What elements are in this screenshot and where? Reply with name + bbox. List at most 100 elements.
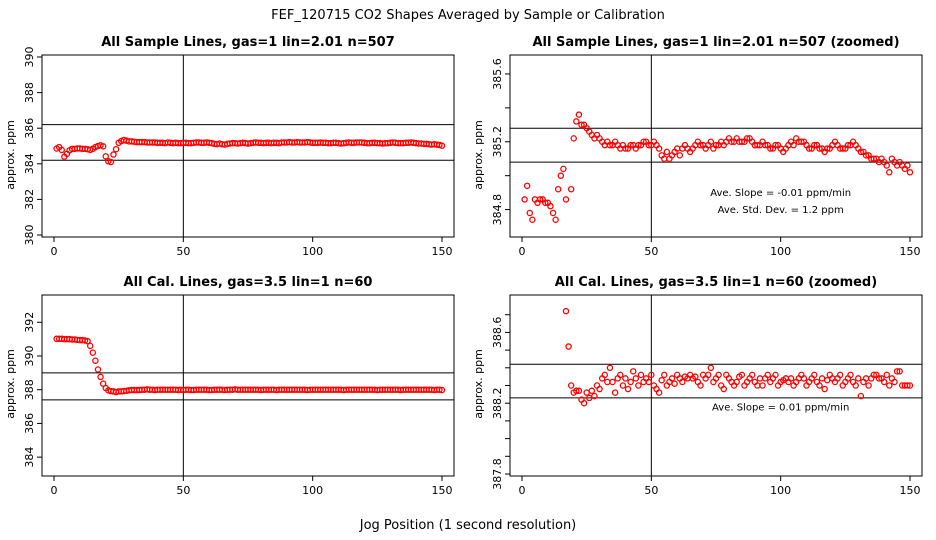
data-point xyxy=(575,111,583,118)
data-point xyxy=(761,141,769,149)
data-point xyxy=(658,376,665,384)
data-point xyxy=(661,371,668,379)
y-tick-label: 385.2 xyxy=(491,126,504,158)
data-point xyxy=(619,382,627,389)
data-point xyxy=(92,357,99,364)
data-point xyxy=(97,373,104,381)
y-tick-label: 386 xyxy=(23,413,36,434)
data-point xyxy=(596,385,603,393)
data-point xyxy=(552,216,559,223)
y-tick-label: 388.6 xyxy=(491,317,504,349)
data-point xyxy=(640,138,647,146)
data-point xyxy=(547,202,554,210)
data-point xyxy=(748,371,756,379)
data-point xyxy=(645,378,652,386)
data-point xyxy=(883,371,890,379)
data-point xyxy=(862,152,870,159)
data-point xyxy=(84,337,91,345)
data-point xyxy=(697,141,704,149)
data-point xyxy=(663,148,671,156)
data-point xyxy=(880,378,888,386)
data-point xyxy=(570,135,577,142)
data-point xyxy=(58,146,66,154)
data-point xyxy=(645,141,652,149)
data-point xyxy=(112,145,120,153)
y-tick-label: 385.6 xyxy=(491,58,504,90)
x-tick-label: 100 xyxy=(302,484,323,497)
y-tick-label: 384 xyxy=(23,153,36,174)
x-tick-label: 150 xyxy=(900,484,921,497)
x-tick-label: 150 xyxy=(900,245,921,258)
y-tick-label: 384 xyxy=(23,447,36,468)
data-point xyxy=(438,386,446,394)
data-point xyxy=(542,199,549,207)
data-point xyxy=(635,141,642,149)
y-tick-label: 388.2 xyxy=(491,387,504,419)
data-point xyxy=(875,375,883,382)
data-point xyxy=(627,378,634,386)
data-point xyxy=(567,382,575,389)
data-point xyxy=(855,375,862,382)
data-point xyxy=(655,389,663,396)
annotation: Ave. Slope = -0.01 ppm/min xyxy=(710,188,851,199)
data-point xyxy=(896,368,903,375)
y-axis-label: approx. ppm xyxy=(472,349,485,419)
data-point xyxy=(811,141,818,149)
data-point xyxy=(811,371,818,379)
data-point xyxy=(575,387,583,395)
data-point xyxy=(86,342,94,350)
data-point xyxy=(865,382,872,389)
x-tick-label: 50 xyxy=(644,484,658,497)
data-point xyxy=(624,385,632,393)
x-tick-label: 150 xyxy=(432,245,453,258)
data-point xyxy=(816,145,823,152)
data-point xyxy=(102,153,109,160)
data-point xyxy=(852,382,859,389)
data-point xyxy=(704,371,712,379)
data-point xyxy=(787,375,795,382)
data-point xyxy=(565,343,572,350)
y-tick-label: 392 xyxy=(23,312,36,333)
plot-frame xyxy=(41,54,455,238)
data-point xyxy=(738,138,746,146)
panel-sample-lines: All Sample Lines, gas=1 lin=2.01 n=507 0… xyxy=(4,35,455,258)
y-tick-label: 384.8 xyxy=(491,194,504,226)
data-point xyxy=(679,378,686,386)
data-point xyxy=(886,382,893,389)
y-tick-label: 388 xyxy=(23,82,36,103)
data-point xyxy=(611,389,619,396)
plot-frame xyxy=(509,54,923,238)
data-point xyxy=(886,169,893,176)
data-point xyxy=(883,162,890,169)
data-point xyxy=(798,138,805,146)
annotation: Ave. Std. Dev. = 1.2 ppm xyxy=(718,205,844,216)
data-point xyxy=(606,364,614,372)
data-point xyxy=(847,371,854,379)
data-point xyxy=(668,375,676,382)
data-point xyxy=(870,371,878,379)
data-point xyxy=(591,392,598,400)
data-point xyxy=(697,382,704,389)
data-point xyxy=(870,155,878,162)
data-point xyxy=(637,371,645,379)
x-tick-label: 50 xyxy=(176,484,190,497)
data-point xyxy=(622,375,629,382)
data-point xyxy=(707,364,715,372)
data-point xyxy=(617,371,624,379)
data-point xyxy=(627,141,634,149)
data-point xyxy=(733,378,740,386)
x-tick-label: 50 xyxy=(176,245,190,258)
panel-sample-lines-zoomed: All Sample Lines, gas=1 lin=2.01 n=507 (… xyxy=(472,35,923,258)
data-point xyxy=(805,145,813,152)
figure-x-axis-label: Jog Position (1 second resolution) xyxy=(359,518,577,533)
data-point xyxy=(906,169,914,176)
data-point xyxy=(772,371,779,379)
plot-frame xyxy=(41,294,455,477)
data-point xyxy=(692,373,699,380)
panel-title: All Cal. Lines, gas=3.5 lin=1 n=60 (zoom… xyxy=(555,275,877,290)
data-point xyxy=(521,196,528,203)
panel-title: All Cal. Lines, gas=3.5 lin=1 n=60 xyxy=(124,275,373,290)
data-point xyxy=(529,216,536,223)
